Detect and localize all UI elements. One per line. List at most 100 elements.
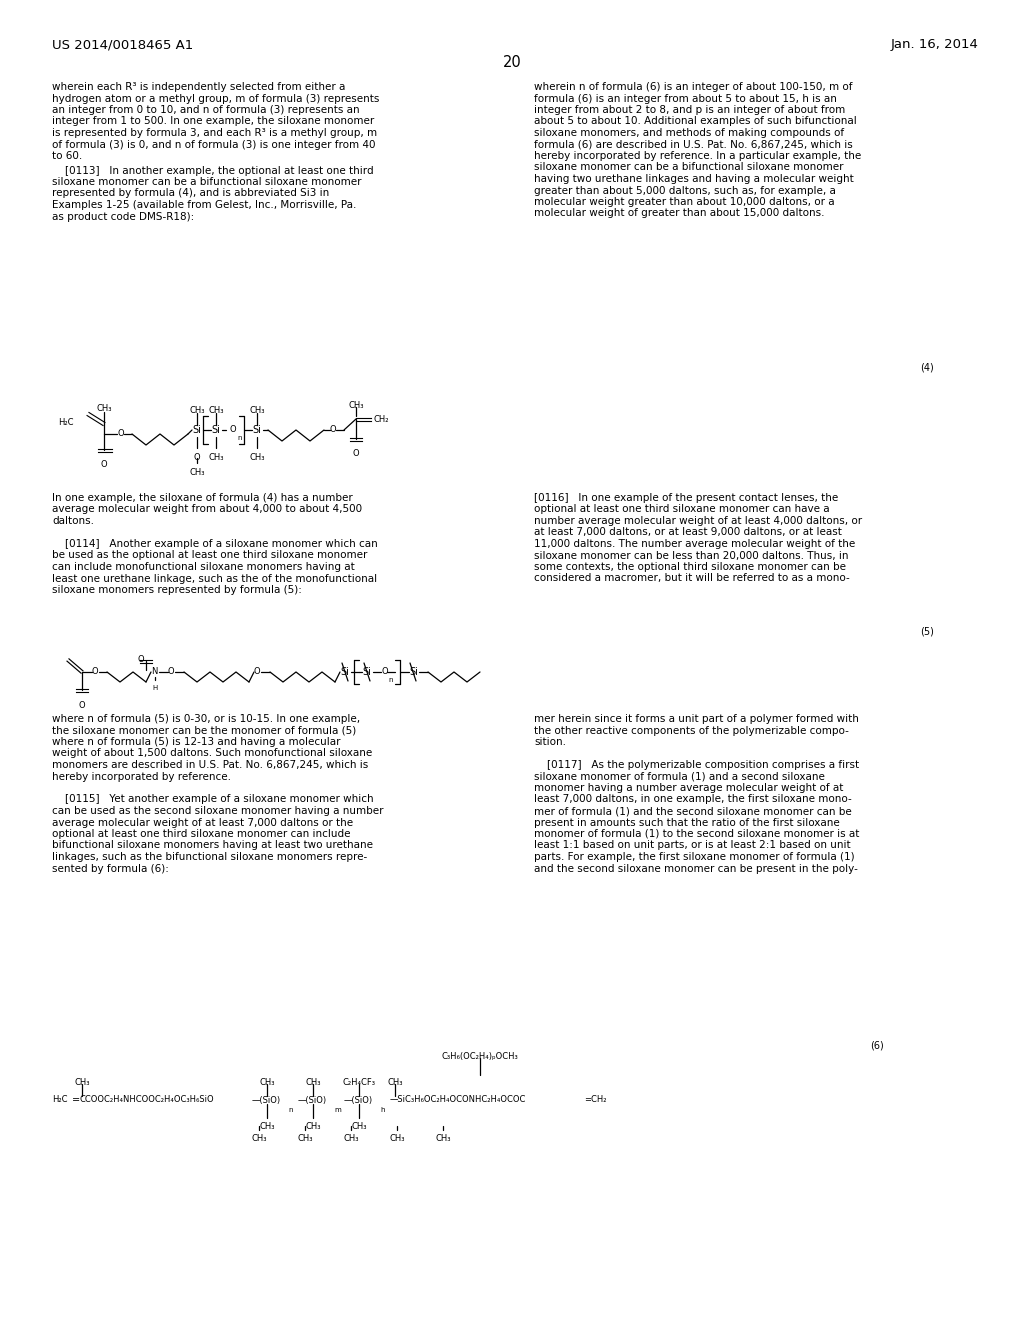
Text: considered a macromer, but it will be referred to as a mono-: considered a macromer, but it will be re… (534, 573, 850, 583)
Text: O: O (117, 429, 124, 438)
Text: least 1:1 based on unit parts, or is at least 2:1 based on unit: least 1:1 based on unit parts, or is at … (534, 841, 851, 850)
Text: integer from 1 to 500. In one example, the siloxane monomer: integer from 1 to 500. In one example, t… (52, 116, 374, 127)
Text: hereby incorporated by reference.: hereby incorporated by reference. (52, 771, 231, 781)
Text: daltons.: daltons. (52, 516, 94, 525)
Text: [0117]   As the polymerizable composition comprises a first: [0117] As the polymerizable composition … (534, 760, 859, 770)
Text: O: O (92, 668, 98, 676)
Text: (5): (5) (920, 627, 934, 638)
Text: C₂H₄CF₃: C₂H₄CF₃ (342, 1078, 376, 1086)
Text: as product code DMS-R18):: as product code DMS-R18): (52, 211, 195, 222)
Text: siloxane monomers, and methods of making compounds of: siloxane monomers, and methods of making… (534, 128, 844, 139)
Text: Si: Si (409, 667, 418, 677)
Text: sented by formula (6):: sented by formula (6): (52, 863, 169, 874)
Text: CH₃: CH₃ (387, 1078, 402, 1086)
Text: number average molecular weight of at least 4,000 daltons, or: number average molecular weight of at le… (534, 516, 862, 525)
Text: CH₃: CH₃ (251, 1134, 266, 1143)
Text: —(SiO): —(SiO) (344, 1096, 373, 1105)
Text: CH₃: CH₃ (208, 453, 224, 462)
Text: —(SiO): —(SiO) (298, 1096, 327, 1105)
Text: be used as the optional at least one third siloxane monomer: be used as the optional at least one thi… (52, 550, 368, 561)
Text: CH₃: CH₃ (189, 469, 205, 477)
Text: —SiC₃H₆OC₂H₄OCONHC₂H₄OCOC: —SiC₃H₆OC₂H₄OCONHC₂H₄OCOC (390, 1096, 526, 1105)
Text: H₂C: H₂C (58, 418, 74, 426)
Text: 20: 20 (503, 55, 521, 70)
Text: CH₃: CH₃ (348, 401, 364, 411)
Text: US 2014/0018465 A1: US 2014/0018465 A1 (52, 38, 194, 51)
Text: CH₃: CH₃ (297, 1134, 312, 1143)
Text: O: O (137, 655, 144, 664)
Text: O: O (168, 668, 175, 676)
Text: having two urethane linkages and having a molecular weight: having two urethane linkages and having … (534, 174, 854, 183)
Text: Si: Si (252, 425, 261, 436)
Text: siloxane monomer can be less than 20,000 daltons. Thus, in: siloxane monomer can be less than 20,000… (534, 550, 849, 561)
Text: average molecular weight of at least 7,000 daltons or the: average molecular weight of at least 7,0… (52, 817, 353, 828)
Text: bifunctional siloxane monomers having at least two urethane: bifunctional siloxane monomers having at… (52, 841, 373, 850)
Text: O: O (229, 425, 236, 434)
Text: to 60.: to 60. (52, 150, 82, 161)
Text: CH₃: CH₃ (75, 1078, 90, 1086)
Text: about 5 to about 10. Additional examples of such bifunctional: about 5 to about 10. Additional examples… (534, 116, 857, 127)
Text: O: O (352, 449, 359, 458)
Text: CH₃: CH₃ (249, 453, 265, 462)
Text: Examples 1-25 (available from Gelest, Inc., Morrisville, Pa.: Examples 1-25 (available from Gelest, In… (52, 201, 356, 210)
Text: m: m (334, 1107, 341, 1113)
Text: weight of about 1,500 daltons. Such monofunctional siloxane: weight of about 1,500 daltons. Such mono… (52, 748, 373, 759)
Text: =CH₂: =CH₂ (584, 1096, 606, 1105)
Text: siloxane monomer can be a bifunctional siloxane monomer: siloxane monomer can be a bifunctional s… (52, 177, 361, 187)
Text: mer of formula (1) and the second siloxane monomer can be: mer of formula (1) and the second siloxa… (534, 807, 852, 816)
Text: where n of formula (5) is 12-13 and having a molecular: where n of formula (5) is 12-13 and havi… (52, 737, 341, 747)
Text: greater than about 5,000 daltons, such as, for example, a: greater than about 5,000 daltons, such a… (534, 186, 836, 195)
Text: CH₃: CH₃ (208, 407, 224, 414)
Text: represented by formula (4), and is abbreviated Si3 in: represented by formula (4), and is abbre… (52, 189, 330, 198)
Text: optional at least one third siloxane monomer can have a: optional at least one third siloxane mon… (534, 504, 829, 515)
Text: Jan. 16, 2014: Jan. 16, 2014 (891, 38, 979, 51)
Text: [0115]   Yet another example of a siloxane monomer which: [0115] Yet another example of a siloxane… (52, 795, 374, 804)
Text: [0113]   In another example, the optional at least one third: [0113] In another example, the optional … (52, 165, 374, 176)
Text: [0116]   In one example of the present contact lenses, the: [0116] In one example of the present con… (534, 492, 839, 503)
Text: and the second siloxane monomer can be present in the poly-: and the second siloxane monomer can be p… (534, 863, 858, 874)
Text: least one urethane linkage, such as the of the monofunctional: least one urethane linkage, such as the … (52, 573, 377, 583)
Text: CH₃: CH₃ (389, 1134, 404, 1143)
Text: monomers are described in U.S. Pat. No. 6,867,245, which is: monomers are described in U.S. Pat. No. … (52, 760, 369, 770)
Text: O: O (254, 668, 261, 676)
Text: linkages, such as the bifunctional siloxane monomers repre-: linkages, such as the bifunctional silox… (52, 851, 368, 862)
Text: mer herein since it forms a unit part of a polymer formed with: mer herein since it forms a unit part of… (534, 714, 859, 723)
Text: optional at least one third siloxane monomer can include: optional at least one third siloxane mon… (52, 829, 350, 840)
Text: CH₃: CH₃ (259, 1122, 274, 1131)
Text: parts. For example, the first siloxane monomer of formula (1): parts. For example, the first siloxane m… (534, 851, 855, 862)
Text: CH₃: CH₃ (259, 1078, 274, 1086)
Text: is represented by formula 3, and each R³ is a methyl group, m: is represented by formula 3, and each R³… (52, 128, 377, 139)
Text: of formula (3) is 0, and n of formula (3) is one integer from 40: of formula (3) is 0, and n of formula (3… (52, 140, 376, 149)
Text: CH₃: CH₃ (249, 407, 265, 414)
Text: sition.: sition. (534, 737, 566, 747)
Text: siloxane monomers represented by formula (5):: siloxane monomers represented by formula… (52, 585, 302, 595)
Text: siloxane monomer of formula (1) and a second siloxane: siloxane monomer of formula (1) and a se… (534, 771, 825, 781)
Text: (4): (4) (920, 363, 934, 374)
Text: O: O (100, 459, 108, 469)
Text: can include monofunctional siloxane monomers having at: can include monofunctional siloxane mono… (52, 562, 354, 572)
Text: O: O (381, 668, 388, 676)
Text: n: n (288, 1107, 293, 1113)
Text: n: n (237, 436, 242, 441)
Text: In one example, the siloxane of formula (4) has a number: In one example, the siloxane of formula … (52, 492, 352, 503)
Text: integer from about 2 to 8, and p is an integer of about from: integer from about 2 to 8, and p is an i… (534, 106, 845, 115)
Text: siloxane monomer can be a bifunctional siloxane monomer: siloxane monomer can be a bifunctional s… (534, 162, 844, 173)
Text: O: O (194, 453, 201, 462)
Text: Si: Si (340, 667, 349, 677)
Text: CH₃: CH₃ (343, 1134, 358, 1143)
Text: present in amounts such that the ratio of the first siloxane: present in amounts such that the ratio o… (534, 817, 840, 828)
Text: CH₃: CH₃ (305, 1122, 321, 1131)
Text: O: O (79, 701, 85, 710)
Text: wherein n of formula (6) is an integer of about 100-150, m of: wherein n of formula (6) is an integer o… (534, 82, 853, 92)
Text: where n of formula (5) is 0-30, or is 10-15. In one example,: where n of formula (5) is 0-30, or is 10… (52, 714, 360, 723)
Text: can be used as the second siloxane monomer having a number: can be used as the second siloxane monom… (52, 807, 384, 816)
Text: [0114]   Another example of a siloxane monomer which can: [0114] Another example of a siloxane mon… (52, 539, 378, 549)
Text: (6): (6) (870, 1040, 884, 1049)
Text: h: h (380, 1107, 384, 1113)
Text: Si: Si (211, 425, 220, 436)
Text: hydrogen atom or a methyl group, m of formula (3) represents: hydrogen atom or a methyl group, m of fo… (52, 94, 379, 103)
Text: some contexts, the optional third siloxane monomer can be: some contexts, the optional third siloxa… (534, 562, 846, 572)
Text: Si: Si (193, 425, 201, 436)
Text: the siloxane monomer can be the monomer of formula (5): the siloxane monomer can be the monomer … (52, 726, 356, 735)
Text: molecular weight of greater than about 15,000 daltons.: molecular weight of greater than about 1… (534, 209, 824, 219)
